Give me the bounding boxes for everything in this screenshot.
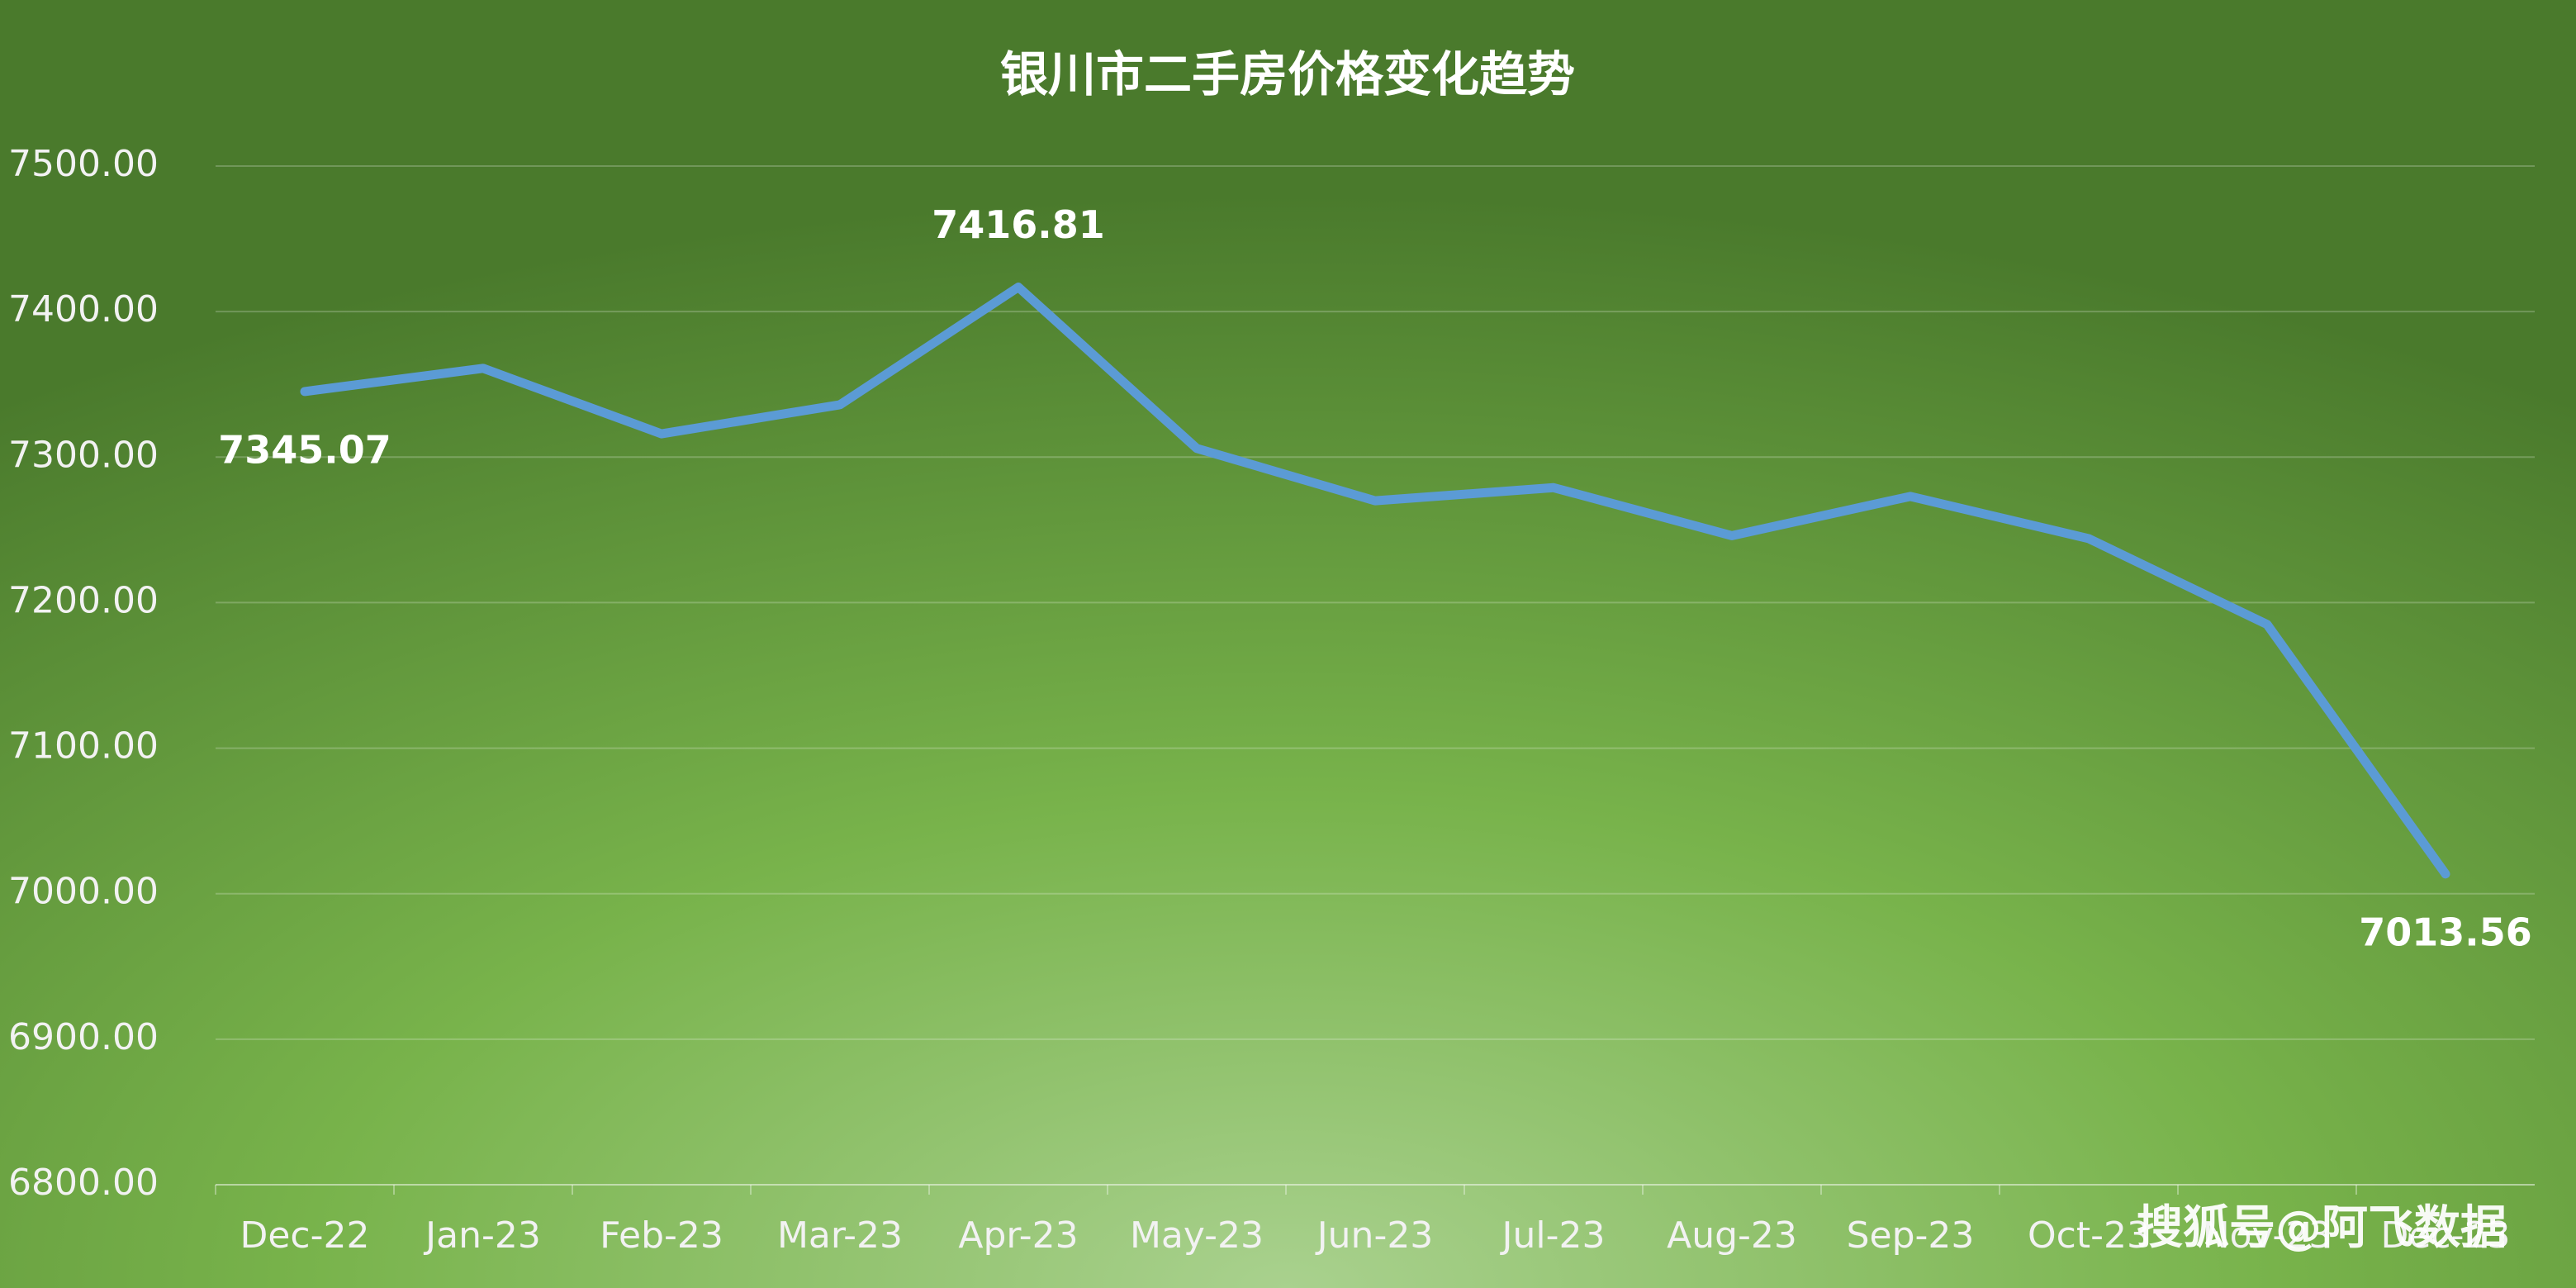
chart-title: 银川市二手房价格变化趋势	[1000, 46, 1575, 102]
x-tick-label: Dec-23	[2380, 1214, 2510, 1257]
x-tick-label: Jan-23	[423, 1214, 541, 1257]
y-tick-label: 7000.00	[8, 871, 159, 913]
x-tick-label: Jul-23	[1500, 1214, 1606, 1257]
y-tick-label: 6900.00	[8, 1016, 159, 1058]
y-tick-label: 7200.00	[8, 579, 159, 621]
x-tick-label: Mar-23	[777, 1214, 903, 1257]
x-tick-label: Apr-23	[958, 1214, 1078, 1257]
y-tick-label: 7400.00	[8, 288, 159, 330]
line-series	[300, 283, 2450, 879]
x-tick-label: Feb-23	[600, 1214, 723, 1257]
y-tick-label: 7100.00	[8, 725, 159, 768]
x-tick-label: Aug-23	[1667, 1214, 1797, 1257]
x-tick-label: May-23	[1130, 1214, 1264, 1257]
x-tick-label: Dec-22	[240, 1214, 369, 1257]
plot-area: 6800.00 6900.00 7000.00 7100.00 7200.00 7300.…	[8, 143, 2535, 1257]
y-tick-label: 7300.00	[8, 434, 159, 476]
data-label: 7013.56	[2359, 910, 2532, 954]
x-tick-label: Sep-23	[1847, 1214, 1975, 1257]
y-tick-label: 6800.00	[8, 1162, 159, 1204]
x-tick-label: Oct-23	[2028, 1214, 2150, 1257]
x-tick-label: Jun-23	[1315, 1214, 1434, 1257]
data-label: 7416.81	[932, 202, 1105, 247]
data-label: 7345.07	[218, 427, 391, 472]
y-tick-label: 7500.00	[8, 143, 159, 185]
x-tick-label: Nov-23	[2203, 1214, 2332, 1257]
watermark: 搜狐号@阿飞数据	[2137, 1201, 2507, 1255]
